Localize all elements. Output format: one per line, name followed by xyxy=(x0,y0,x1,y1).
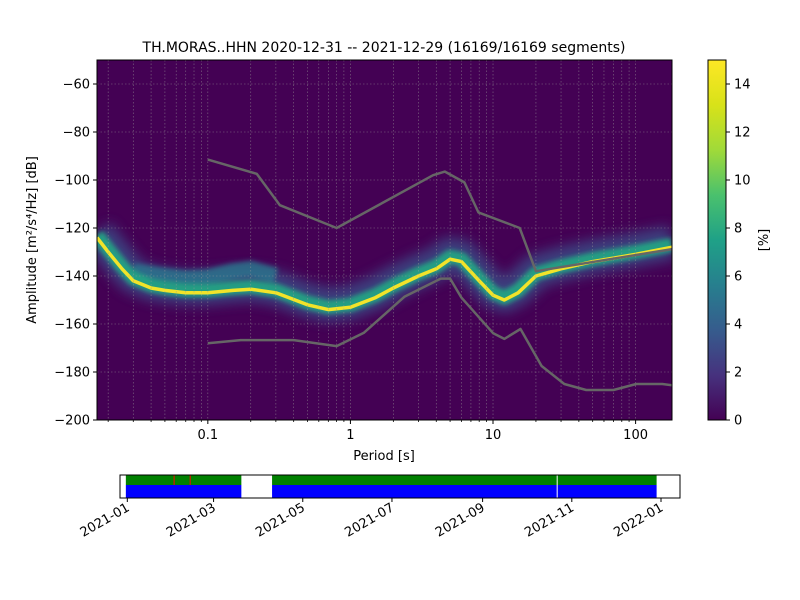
ppsd-heatmap: 0.1 1 10 100 −200 −180 −160 −140 −120 −100 −80 −60… xyxy=(25,59,673,464)
colorbar-tick-label: 10 xyxy=(734,174,751,189)
plot-frame xyxy=(96,59,673,421)
colorbar-tick-label: 8 xyxy=(734,222,742,237)
noise-model-lines xyxy=(207,158,672,392)
low-noise-model-line xyxy=(207,277,672,392)
y-tick-label: −140 xyxy=(54,270,90,285)
y-axis-label: Amplitude [m²/s⁴/Hz] [dB] xyxy=(25,156,40,324)
timeline-tick-label: 2021-05 xyxy=(253,500,308,540)
coverage-span-processed xyxy=(125,485,242,498)
timeline-frame xyxy=(119,474,681,499)
y-tick-label: −60 xyxy=(63,78,90,93)
colorbar-tick-label: 4 xyxy=(734,318,742,333)
timeline-tick-label: 2021-07 xyxy=(342,500,397,540)
x-axis-ticks: 0.1 1 10 100 xyxy=(107,420,648,443)
secondary-density-band xyxy=(132,260,279,287)
x-tick-label: 100 xyxy=(623,428,648,443)
y-tick-label: −160 xyxy=(54,318,90,333)
x-axis-label: Period [s] xyxy=(353,449,415,464)
colorbar-tick-label: 12 xyxy=(734,126,751,141)
colorbar: 0 2 4 6 8 10 12 14 [%] xyxy=(707,59,772,429)
grid-lines xyxy=(97,60,672,420)
colorbar-tick-label: 6 xyxy=(734,270,742,285)
coverage-span-available xyxy=(272,475,657,485)
colorbar-label: [%] xyxy=(757,229,772,252)
timeline-tick-label: 2021-11 xyxy=(522,500,577,540)
timeline-spans xyxy=(125,475,657,498)
high-noise-model-line xyxy=(207,158,672,273)
y-axis-ticks: −200 −180 −160 −140 −120 −100 −80 −60 xyxy=(54,78,97,429)
chart-title: TH.MORAS..HHN 2020-12-31 -- 2021-12-29 (… xyxy=(142,40,626,56)
heatmap-background xyxy=(97,60,672,420)
colorbar-tick-label: 0 xyxy=(734,414,742,429)
colorbar-tick-label: 14 xyxy=(734,78,751,93)
coverage-span-processed xyxy=(272,485,657,498)
colorbar-tick-label: 2 xyxy=(734,366,742,381)
timeline-tick-label: 2021-09 xyxy=(433,500,488,540)
y-tick-label: −120 xyxy=(54,222,90,237)
x-tick-label: 0.1 xyxy=(197,428,218,443)
data-coverage-timeline: 2021-01 2021-03 2021-05 2021-07 2021-09 2021-… xyxy=(78,474,681,541)
coverage-span-available xyxy=(125,475,242,485)
x-tick-label: 1 xyxy=(346,428,354,443)
y-tick-label: −180 xyxy=(54,366,90,381)
colorbar-gradient xyxy=(707,59,727,421)
timeline-ticks: 2021-01 2021-03 2021-05 2021-07 2021-09 2021-… xyxy=(78,498,666,541)
colorbar-ticks: 0 2 4 6 8 10 12 14 xyxy=(726,78,751,429)
y-tick-label: −100 xyxy=(54,174,90,189)
y-tick-label: −80 xyxy=(63,126,90,141)
timeline-tick-label: 2021-01 xyxy=(78,500,133,540)
timeline-tick-label: 2021-03 xyxy=(164,500,219,540)
mode-ridge-line xyxy=(97,236,672,312)
x-tick-label: 10 xyxy=(485,428,502,443)
timeline-tick-label: 2022-01 xyxy=(611,500,666,540)
y-tick-label: −200 xyxy=(54,414,90,429)
